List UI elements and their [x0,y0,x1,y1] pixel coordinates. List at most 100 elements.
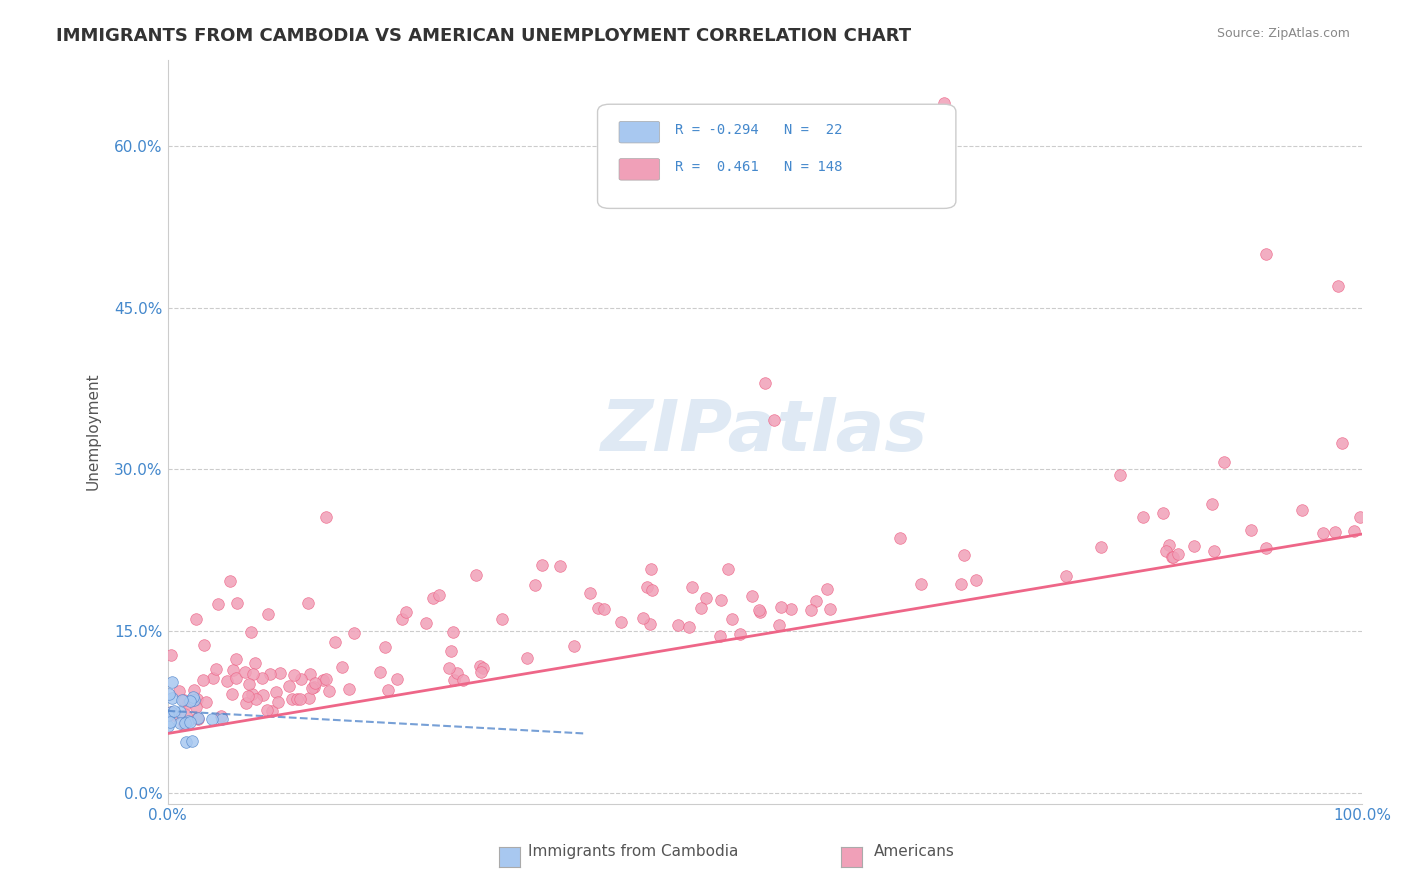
Point [183,693,205,707]
Point [1159,539,1181,553]
Point [280,691,302,706]
Point [638,616,661,631]
Point [297,596,319,610]
Point [260,704,283,718]
Point [800,603,823,617]
Point [1291,502,1313,516]
Point [315,509,337,524]
Point [965,573,987,587]
Point [226,596,249,610]
Point [1240,523,1263,537]
Point [156,719,179,733]
Point [256,703,278,717]
Point [211,712,233,726]
Point [277,679,299,693]
Point [160,691,183,706]
Point [717,562,740,576]
Point [186,691,208,706]
Point [299,666,322,681]
Point [804,594,827,608]
Point [169,715,191,730]
Text: Americans: Americans [873,845,955,859]
Point [163,704,186,718]
Point [1109,468,1132,483]
Point [332,660,354,674]
Point [174,735,197,749]
Point [312,673,335,688]
Point [318,684,340,698]
Point [681,580,703,594]
Point [159,715,181,730]
Point [181,734,204,748]
Point [193,639,215,653]
Point [169,705,191,719]
Point [564,639,586,653]
Point [910,577,932,591]
Point [183,683,205,698]
Point [173,693,195,707]
Point [1312,526,1334,541]
Point [516,651,538,665]
Point [470,665,492,679]
Point [815,582,838,596]
Point [1163,549,1185,564]
Point [952,549,974,563]
Point [238,677,260,691]
Text: R = -0.294   N =  22: R = -0.294 N = 22 [675,123,842,137]
Point [391,612,413,626]
Point [235,665,257,680]
Point [315,673,337,687]
Point [1160,550,1182,565]
Point [269,666,291,681]
Point [464,567,486,582]
Point [762,413,785,427]
Point [288,691,311,706]
Point [170,692,193,706]
Point [173,717,195,731]
Point [243,656,266,670]
FancyBboxPatch shape [619,121,659,143]
Point [586,601,609,615]
Point [160,705,183,719]
Y-axis label: Unemployment: Unemployment [86,373,100,491]
Point [219,574,242,589]
Point [283,668,305,682]
Point [290,672,312,686]
Point [579,586,602,600]
Point [194,694,217,708]
Point [323,635,346,649]
Point [1152,506,1174,520]
Point [163,707,186,722]
Point [471,661,494,675]
FancyBboxPatch shape [619,159,659,180]
Point [176,707,198,722]
Point [385,673,408,687]
Point [264,684,287,698]
Point [689,600,711,615]
Point [252,688,274,702]
Point [235,696,257,710]
Point [259,667,281,681]
Point [1324,524,1347,539]
Point [468,658,491,673]
Point [1054,569,1077,583]
Point [202,671,225,685]
Point [187,711,209,725]
Point [451,673,474,687]
Point [209,708,232,723]
Point [415,615,437,630]
Point [720,611,742,625]
Point [225,652,247,666]
Point [1256,246,1278,260]
Point [1182,539,1205,553]
Text: IMMIGRANTS FROM CAMBODIA VS AMERICAN UNEMPLOYMENT CORRELATION CHART: IMMIGRANTS FROM CAMBODIA VS AMERICAN UNE… [56,27,911,45]
Point [1348,509,1371,524]
Point [631,611,654,625]
Point [184,611,207,625]
Point [818,602,841,616]
Point [640,562,662,576]
Point [443,673,465,687]
Point [173,715,195,730]
Point [523,577,546,591]
Point [156,708,179,723]
